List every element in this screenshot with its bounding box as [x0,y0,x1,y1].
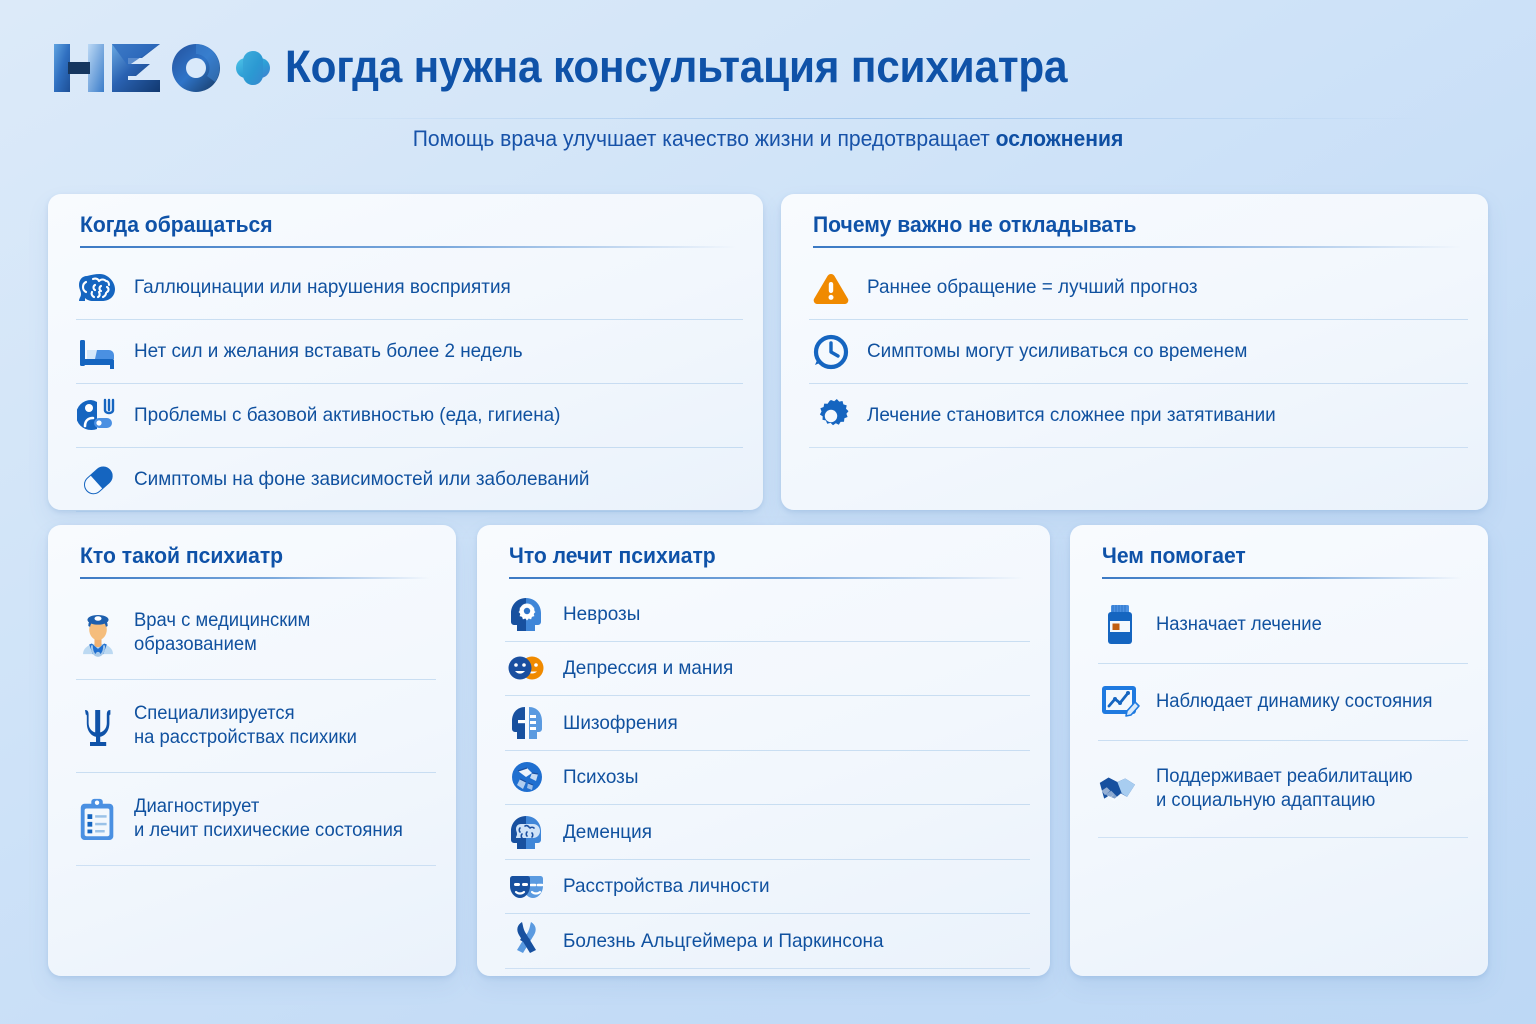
split-head-icon [505,701,549,745]
list-item[interactable]: Симптомы на фоне зависимостей или заболе… [76,448,743,512]
list-item[interactable]: Раннее обращение = лучший прогноз [809,256,1468,320]
theater-masks-icon [505,864,549,908]
list-item[interactable]: Депрессия и мания [505,642,1030,696]
card-item-list: Назначает лечение Наблюдает динам [1098,587,1468,838]
list-item[interactable]: Болезнь Альцгеймера и Паркинсона [505,914,1030,969]
warning-triangle-icon [809,266,853,310]
page-subtitle: Помощь врача улучшает качество жизни и п… [31,126,1506,152]
header-divider [300,118,1430,119]
card-item-list: Галлюцинации или нарушения восприятия Не… [76,256,743,512]
list-item-label: Раннее обращение = лучший прогноз [867,276,1198,299]
card-title: Кто такой психиатр [80,543,284,568]
pill-bottle-icon [1098,603,1142,647]
gear-icon [809,394,853,438]
list-item[interactable]: Проблемы с базовой активностью (еда, гиг… [76,384,743,448]
list-item-label: Деменция [563,820,652,843]
list-item[interactable]: Неврозы [505,587,1030,642]
head-brain-icon [505,810,549,854]
list-item[interactable]: Назначает лечение [1098,587,1468,664]
subtitle-emphasis: осложнения [995,126,1124,151]
list-item[interactable]: Специализируется на расстройствах психик… [76,680,436,773]
card-title-rule [1102,577,1462,579]
page-title: Когда нужна консультация психиатра [285,41,1068,92]
list-item-label: Болезнь Альцгеймера и Паркинсона [563,929,884,952]
handshake-icon [1098,767,1142,811]
list-item-label: Врач с медицинским образованием [134,610,311,655]
brain-icon [76,266,120,310]
list-item[interactable]: Нет сил и желания вставать более 2 недел… [76,320,743,384]
header-title-line: Когда нужна консультация психиатра [285,36,1485,98]
page-header: Когда нужна консультация психиатра Помощ… [0,0,1536,168]
list-item-label: Психозы [563,766,639,789]
list-item[interactable]: Врач с медицинским образованием [76,587,436,680]
logo-letter-h [54,44,104,92]
logo-plus-icon [236,51,270,85]
list-item[interactable]: Расстройства личности [505,860,1030,914]
list-item[interactable]: Симптомы могут усиливаться со временем [809,320,1468,384]
doctor-icon [76,611,120,657]
self-care-icon [76,394,120,438]
chart-monitor-icon [1098,680,1142,724]
list-item[interactable]: Психозы [505,751,1030,805]
list-item-label: Симптомы могут усиливаться со временем [867,340,1248,363]
list-item[interactable]: Лечение становится сложнее при затятиван… [809,384,1468,448]
list-item[interactable]: Поддерживает реабилитацию и социальную а… [1098,741,1468,838]
two-faces-icon [505,646,549,690]
list-item-label: Шизофрения [563,711,678,734]
list-item[interactable]: Наблюдает динамику состояния [1098,664,1468,741]
logo-letter-e [112,44,160,92]
card-title: Почему важно не откладывать [813,212,1137,237]
list-item[interactable]: Диагностирует и лечит психические состоя… [76,773,436,866]
clock-icon [809,330,853,374]
list-item-label: Наблюдает динамику состояния [1156,691,1433,713]
list-item-label: Галлюцинации или нарушения восприятия [134,276,511,299]
head-gear-icon [505,592,549,636]
bed-icon [76,330,120,374]
card-title: Чем помогает [1102,543,1246,568]
list-item-label: Нет сил и желания вставать более 2 недел… [134,340,523,363]
list-item-label: Диагностирует и лечит психические состоя… [134,796,403,841]
list-item[interactable]: Шизофрения [505,696,1030,751]
logo-letter-o [172,44,220,92]
card-why-not-delay: Почему важно не откладывать Раннее обращ… [781,194,1488,510]
card-how-it-helps: Чем помогает Назначает лечение [1070,525,1488,976]
psi-icon [76,704,120,748]
card-title-rule [813,246,1462,248]
fragmented-head-icon [505,755,549,799]
list-item-label: Лечение становится сложнее при затятиван… [867,404,1276,427]
ribbon-icon [505,919,549,963]
card-who-is-psychiatrist: Кто такой психиатр [48,525,456,976]
card-title: Что лечит психиатр [509,543,716,568]
list-item[interactable]: Галлюцинации или нарушения восприятия [76,256,743,320]
card-what-psychiatrist-treats: Что лечит психиатр Неврозы [477,525,1050,976]
card-title-rule [509,577,1024,579]
card-item-list: Раннее обращение = лучший прогноз Симпто… [809,256,1468,448]
card-title-rule [80,246,737,248]
list-item-label: Расстройства личности [563,875,770,898]
list-item-label: Депрессия и мания [563,657,734,680]
capsule-icon [76,458,120,502]
list-item-label: Неврозы [563,602,641,625]
list-item[interactable]: Деменция [505,805,1030,860]
card-title: Когда обращаться [80,212,273,237]
list-item-label: Назначает лечение [1156,614,1322,636]
list-item-label: Симптомы на фоне зависимостей или заболе… [134,468,590,491]
list-item-label: Поддерживает реабилитацию и социальную а… [1156,766,1413,811]
card-item-list: Неврозы Депрессия и мания [505,587,1030,969]
card-when-to-seek-help: Когда обращаться Галлюцинации или наруше… [48,194,763,512]
card-item-list: Врач с медицинским образованием Специали… [76,587,436,866]
list-item-label: Проблемы с базовой активностью (еда, гиг… [134,404,561,427]
list-item-label: Специализируется на расстройствах психик… [134,703,357,748]
card-title-rule [80,577,430,579]
neo-plus-logo [50,36,270,98]
subtitle-plain: Помощь врача улучшает качество жизни и п… [412,126,996,151]
clipboard-icon [76,797,120,841]
